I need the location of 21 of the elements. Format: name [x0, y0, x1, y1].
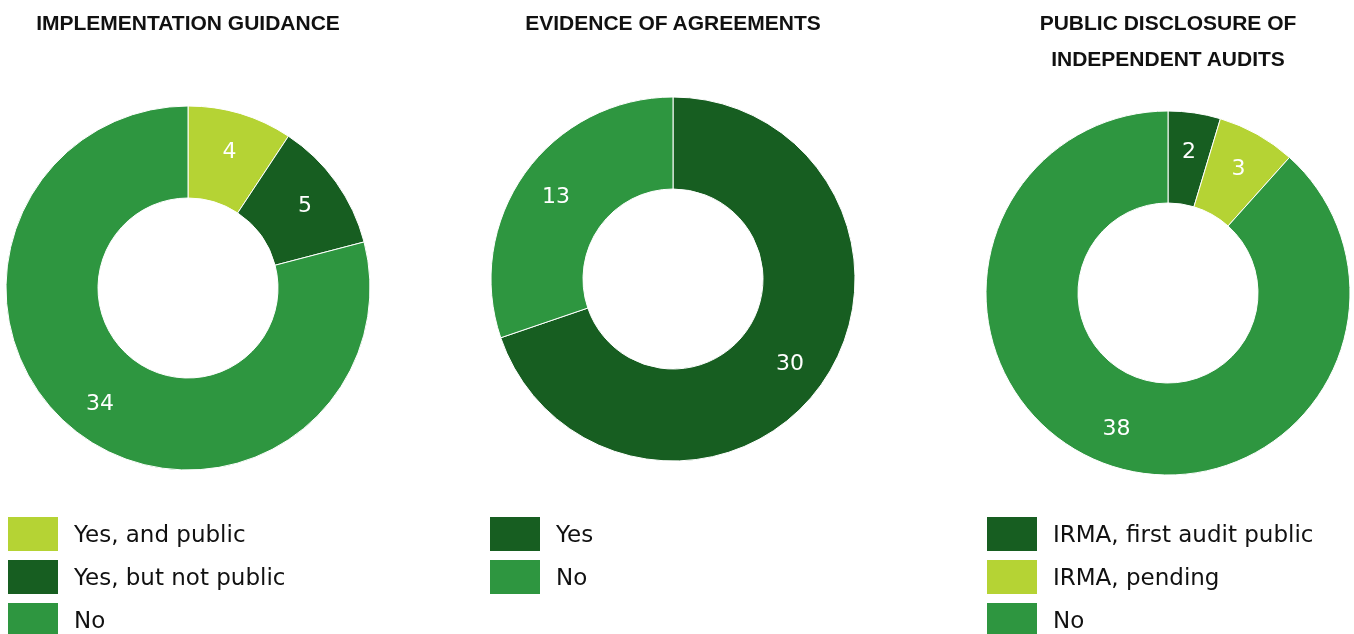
data-label: 3: [1231, 155, 1246, 181]
legend-label: Yes: [555, 521, 594, 548]
chart-title: IMPLEMENTATION GUIDANCE: [36, 11, 340, 34]
data-label: 4: [222, 137, 237, 163]
donut-slice: [985, 110, 1351, 476]
chart-title: EVIDENCE OF AGREEMENTS: [525, 11, 821, 34]
legend-label: No: [1053, 607, 1085, 634]
data-label: 5: [298, 191, 313, 217]
legend-label: Yes, but not public: [73, 564, 286, 591]
legend-label: No: [74, 607, 106, 634]
data-label: 38: [1102, 415, 1131, 441]
legend-label: No: [556, 564, 588, 591]
data-label: 2: [1181, 138, 1196, 164]
data-label: 30: [776, 350, 805, 376]
legend-label: Yes, and public: [73, 521, 246, 548]
chart-title: PUBLIC DISCLOSURE OF INDEPENDENT AUDITS: [1039, 11, 1297, 70]
legend-label: IRMA, first audit public: [1053, 521, 1314, 548]
data-label: 34: [85, 389, 114, 415]
donut-slice: [5, 105, 371, 471]
data-label: 13: [541, 182, 570, 208]
legend-label: IRMA, pending: [1053, 564, 1220, 591]
